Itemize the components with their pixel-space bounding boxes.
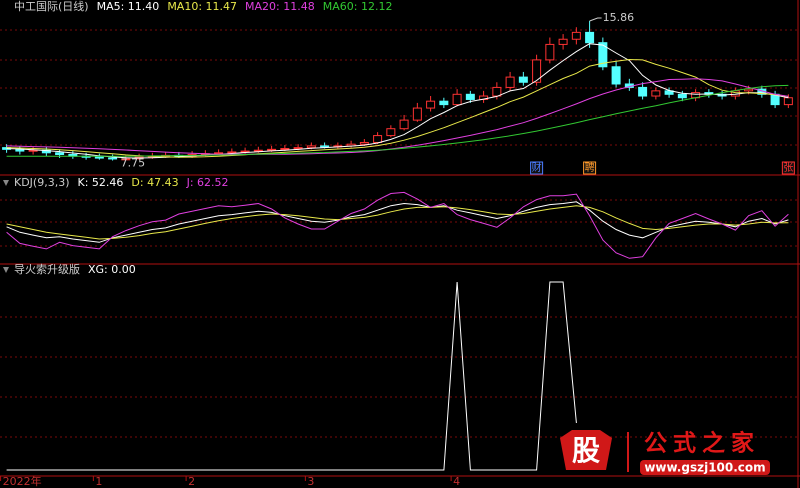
legend-entry: K: 52.46 <box>78 176 124 189</box>
series-line <box>6 205 789 240</box>
watermark-url: www.gszj100.com <box>644 461 765 475</box>
candle-body <box>677 93 687 99</box>
max-pointer <box>589 17 602 22</box>
candle-body <box>386 128 396 137</box>
candle-body <box>744 88 754 92</box>
series-line <box>6 43 789 159</box>
series-line <box>6 191 789 259</box>
panel-title: 中工国际(日线) <box>14 0 89 13</box>
candle-body <box>320 145 330 148</box>
candle-body <box>121 158 131 161</box>
event-box <box>530 161 544 175</box>
candle-body <box>426 100 436 109</box>
event-box <box>583 161 597 175</box>
candle-body <box>94 156 104 159</box>
panel-title: KDJ(9,3,3) <box>14 176 70 189</box>
panel-title: 导火索升级版 <box>14 262 80 276</box>
candle-body <box>280 147 290 150</box>
candle-body <box>452 93 462 106</box>
candle-body <box>439 100 449 106</box>
candle-body <box>518 76 528 83</box>
candle-body <box>558 38 568 45</box>
candle-body <box>267 148 277 151</box>
candle-body <box>505 76 515 88</box>
candle-body <box>399 119 409 130</box>
legend-entry: D: 47.43 <box>131 176 178 189</box>
x-tick-label: 1 <box>95 475 102 488</box>
watermark: 股 公式之家 www.gszj100.com <box>560 430 770 475</box>
legend-entry: MA60: 12.12 <box>323 0 393 13</box>
candle-body <box>465 93 475 100</box>
series-line <box>6 201 789 243</box>
watermark-icon: 股 <box>572 434 600 467</box>
event-box <box>781 161 795 175</box>
candle-body <box>359 141 369 145</box>
candle-body <box>306 145 316 149</box>
candle-body <box>585 31 595 44</box>
legend-entry: XG: 0.00 <box>88 263 136 276</box>
candle-body <box>227 151 237 154</box>
candle-body <box>55 152 65 156</box>
x-tick-label: 4 <box>453 475 460 488</box>
candle-body <box>638 86 648 97</box>
event-label: 聘 <box>585 161 595 174</box>
candle-body <box>108 157 118 160</box>
candle-body <box>783 97 793 106</box>
legend-entry: MA20: 11.48 <box>245 0 315 13</box>
candle-body <box>532 59 542 83</box>
candle-body <box>412 107 422 121</box>
event-label: 财 <box>532 161 542 174</box>
legend-entry: MA10: 11.47 <box>167 0 237 13</box>
series-line <box>6 78 789 155</box>
candle-body <box>28 149 38 152</box>
max-label: 15.86 <box>603 11 635 24</box>
candle-body <box>611 66 621 85</box>
legend-entry: MA5: 11.40 <box>97 0 160 13</box>
x-tick-label: 3 <box>307 475 314 488</box>
candle-body <box>253 149 263 152</box>
watermark-name: 公式之家 <box>644 430 760 457</box>
candle-body <box>571 31 581 40</box>
series-line <box>6 281 577 471</box>
event-label: 张 <box>783 162 793 174</box>
legend-entry: J: 62.52 <box>186 176 229 189</box>
x-tick-label: 2 <box>188 475 195 488</box>
candle-body <box>598 42 608 68</box>
min-label: 7.75 <box>121 157 146 170</box>
candle-body <box>373 135 383 143</box>
candle-body <box>293 147 303 150</box>
series-line <box>6 58 789 158</box>
x-tick-label: 2022年 <box>3 474 42 488</box>
candle-body <box>651 90 661 97</box>
series-line <box>6 84 789 157</box>
candle-body <box>545 43 555 61</box>
